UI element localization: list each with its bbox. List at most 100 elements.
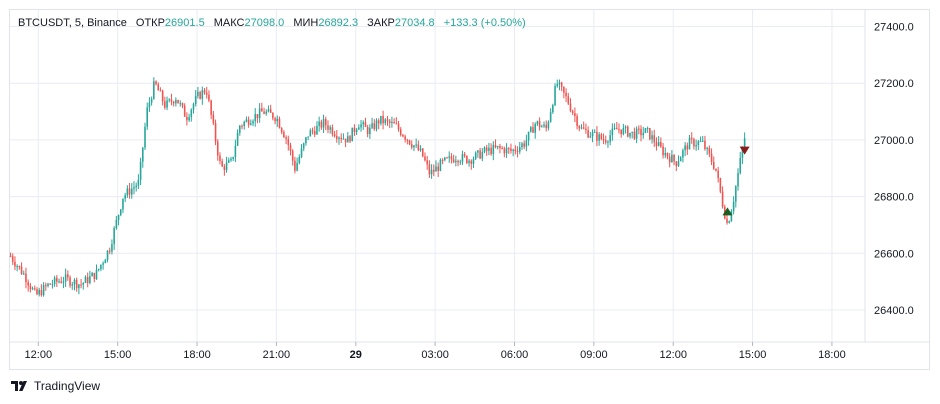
candle-body: [496, 145, 499, 148]
candle-body: [538, 121, 541, 128]
candle-body: [128, 188, 131, 195]
candle-body: [14, 261, 16, 267]
buy-marker-icon: [722, 207, 733, 216]
candle-body: [309, 130, 312, 137]
candle-body: [161, 90, 164, 102]
candle-body: [311, 130, 314, 132]
candle-body: [607, 141, 609, 143]
candle-body: [216, 141, 219, 156]
candle-body: [177, 99, 179, 104]
candle-body: [122, 198, 124, 210]
candle-body: [183, 105, 186, 117]
candle-body: [313, 131, 316, 135]
candle-body: [582, 127, 585, 129]
candle-body: [505, 147, 508, 154]
candle-body: [135, 185, 137, 188]
candle-body: [245, 119, 248, 122]
candle-body: [474, 152, 477, 160]
candle-body: [342, 138, 345, 140]
candle-body: [104, 259, 107, 264]
candle-body: [340, 137, 343, 140]
candle-body: [333, 134, 336, 137]
candle-body: [437, 166, 440, 171]
candle-body: [186, 116, 188, 121]
candle-body: [347, 136, 349, 143]
candle-body: [364, 122, 367, 127]
time-tick-label: 29: [350, 349, 362, 361]
open-label: ОТКР: [135, 17, 165, 29]
candle-body: [693, 139, 695, 147]
candle-body: [466, 156, 468, 164]
candle-body: [69, 277, 71, 286]
candle-body: [89, 276, 91, 283]
candle-body: [238, 125, 241, 133]
candle-body: [148, 102, 151, 108]
candle-body: [483, 147, 486, 153]
candle-body: [730, 211, 733, 222]
candle-body: [358, 127, 360, 130]
price-tick-label: 27400.0: [874, 22, 914, 34]
time-tick-label: 12:00: [659, 349, 687, 361]
candle-body: [558, 82, 561, 85]
time-tick-label: 18:00: [183, 349, 211, 361]
candle-body: [153, 81, 155, 99]
grid-lines: [10, 10, 865, 342]
candle-body: [481, 152, 484, 159]
candle-body: [126, 188, 129, 196]
candle-body: [289, 145, 292, 151]
candle-body: [214, 123, 217, 142]
candle-body: [743, 138, 746, 148]
candle-body: [710, 153, 713, 162]
candle-body: [629, 132, 631, 137]
time-tick-label: 03:00: [421, 349, 449, 361]
candle-body: [671, 155, 673, 163]
candle-body: [415, 144, 417, 146]
candle-body: [668, 156, 671, 163]
candle-body: [113, 228, 115, 245]
candle-body: [56, 277, 58, 282]
candle-body: [322, 119, 325, 128]
candle-body: [115, 219, 118, 229]
candle-body: [283, 132, 285, 138]
tradingview-brand[interactable]: TradingView: [11, 379, 100, 393]
candle-body: [549, 112, 552, 122]
candle-body: [86, 276, 89, 283]
candle-body: [223, 166, 226, 171]
candle-body: [547, 121, 550, 129]
time-axis[interactable]: 12:00 15:00 18:00 21:00 29 03:00 06:00 09:00 12:…: [25, 342, 846, 361]
candle-body: [139, 161, 142, 180]
candle-body: [75, 279, 78, 289]
candle-body: [430, 169, 433, 175]
candle-body: [523, 143, 525, 147]
candle-body: [382, 115, 384, 124]
candle-body: [649, 128, 651, 140]
candle-body: [556, 84, 559, 87]
candle-body: [591, 132, 594, 137]
candle-body: [157, 84, 160, 91]
candle-body: [225, 162, 228, 171]
candle-body: [419, 148, 422, 151]
candle-body: [529, 127, 532, 132]
candle-body: [554, 86, 556, 106]
candle-body: [102, 263, 104, 265]
candle-body: [197, 92, 199, 96]
candle-body: [280, 128, 283, 133]
candle-body: [543, 124, 545, 127]
candle-body: [53, 277, 56, 285]
candle-body: [631, 131, 634, 133]
candle-body: [241, 125, 243, 127]
candle-body: [677, 161, 680, 166]
candle-body: [164, 101, 166, 108]
candle-body: [84, 276, 87, 283]
candle-body: [274, 118, 276, 122]
candle-body: [47, 283, 49, 287]
candle-body: [455, 160, 457, 163]
candle-body: [331, 127, 334, 135]
price-axis[interactable]: 26400.0 26600.0 26800.0 27000.0 27200.0 27400…: [874, 22, 914, 318]
candle-body: [732, 201, 735, 212]
candle-body: [78, 284, 80, 289]
candle-body: [402, 134, 404, 137]
candle-body: [137, 179, 140, 186]
candle-body: [181, 103, 184, 106]
